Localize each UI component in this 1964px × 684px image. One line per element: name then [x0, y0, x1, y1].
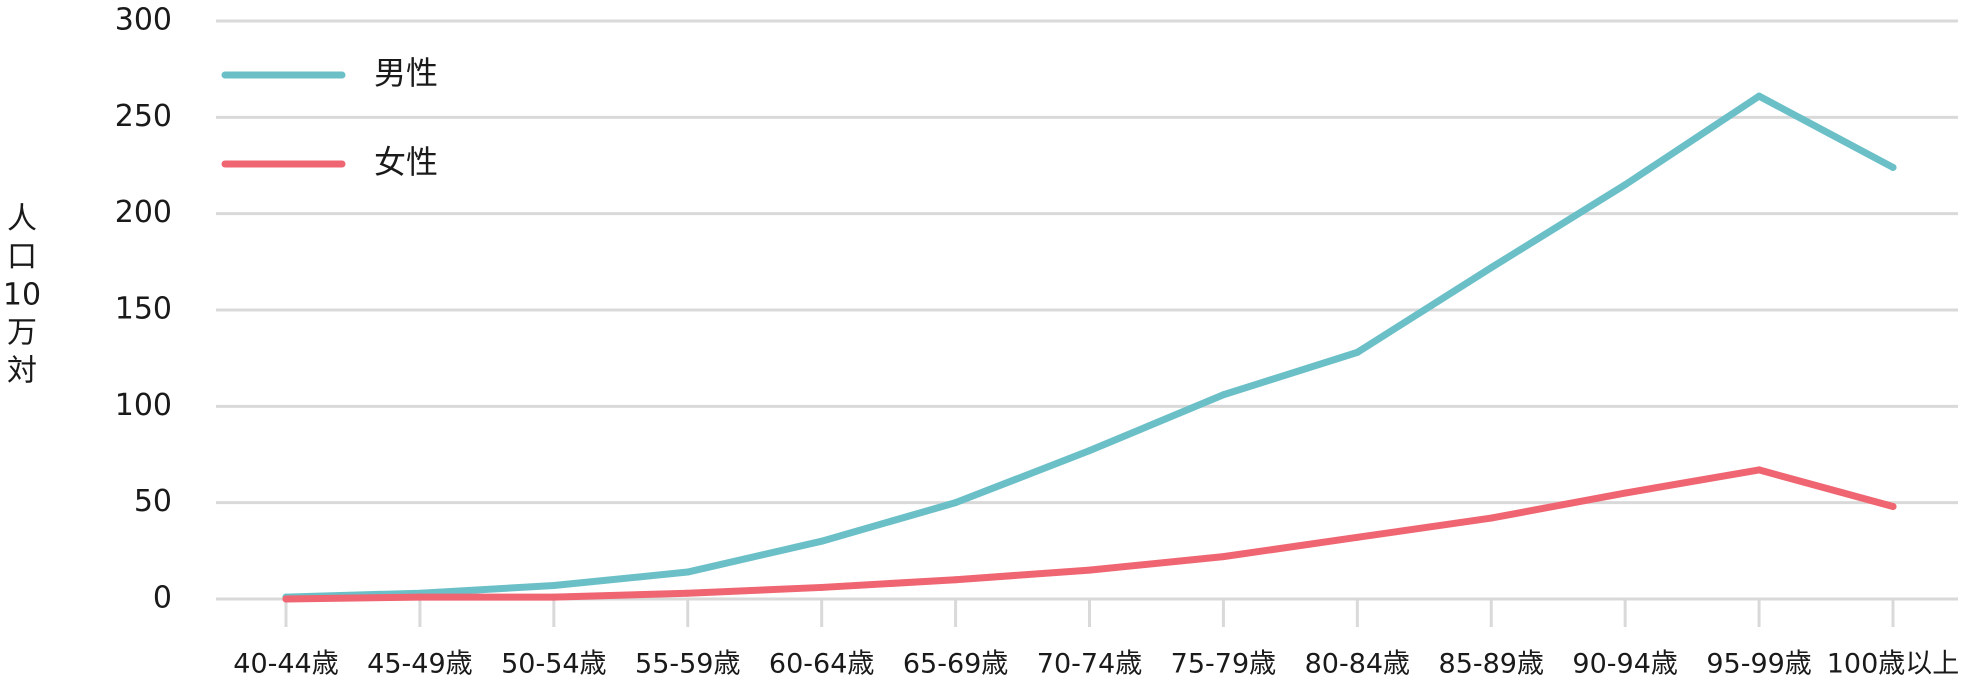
data-point — [1219, 391, 1227, 399]
series-line-male — [282, 92, 1897, 601]
x-tick-label: 80-84歳 — [1305, 649, 1410, 680]
data-point — [1086, 447, 1093, 455]
x-axis-ticks: 40-44歳 45-49歳 50-54歳 55-59歳 60-64歳 65-69歳 70-7… — [233, 599, 1959, 680]
data-point — [1086, 566, 1093, 574]
data-point — [1487, 264, 1495, 272]
data-point — [1889, 503, 1897, 511]
y-axis-ticks: 0 50 100 150 200 250 300 — [115, 3, 172, 616]
y-axis-label-char: 万 — [7, 316, 37, 351]
data-point — [684, 589, 692, 597]
x-tick-label: 45-49歳 — [367, 649, 472, 680]
y-tick-label: 200 — [115, 195, 172, 230]
data-point — [1353, 533, 1361, 541]
y-tick-label: 100 — [115, 388, 172, 423]
y-tick-label: 250 — [115, 99, 172, 134]
y-tick-label: 300 — [115, 3, 172, 38]
data-point — [1889, 163, 1897, 171]
data-point — [952, 576, 960, 584]
data-point — [1621, 181, 1629, 189]
x-tick-label: 70-74歳 — [1037, 649, 1142, 680]
y-tick-label: 50 — [134, 484, 172, 519]
legend-label: 男性 — [374, 54, 438, 92]
x-tick-label: 100歳以上 — [1827, 649, 1960, 680]
grid-layer — [216, 19, 1958, 601]
data-point — [550, 582, 558, 590]
data-point — [550, 593, 558, 601]
x-tick-label: 75-79歳 — [1171, 649, 1276, 680]
y-axis-label-char: 人 — [7, 202, 37, 237]
y-axis-label-char: 口 — [7, 240, 37, 275]
data-point — [952, 499, 960, 507]
data-point — [282, 595, 290, 603]
data-point — [1755, 92, 1763, 100]
data-point — [1755, 466, 1763, 474]
x-tick-label: 40-44歳 — [233, 649, 338, 680]
x-tick-label: 55-59歳 — [635, 649, 740, 680]
y-axis-label-char: 10 — [3, 278, 41, 313]
x-tick-label: 95-99歳 — [1706, 649, 1811, 680]
data-point — [1621, 489, 1629, 497]
x-tick-label: 50-54歳 — [501, 649, 606, 680]
data-point — [1487, 514, 1495, 522]
data-point — [818, 583, 826, 591]
x-tick-label: 90-94歳 — [1572, 649, 1677, 680]
x-tick-label: 85-89歳 — [1439, 649, 1544, 680]
data-point — [1219, 553, 1227, 561]
series-layer — [282, 92, 1897, 603]
data-point — [818, 537, 826, 545]
legend-label: 女性 — [374, 143, 438, 181]
y-axis-label-char: 対 — [7, 354, 37, 389]
series-line-female — [282, 466, 1897, 603]
x-tick-label: 60-64歳 — [769, 649, 874, 680]
y-tick-label: 150 — [115, 292, 172, 327]
x-tick-label: 65-69歳 — [903, 649, 1008, 680]
data-point — [684, 568, 692, 576]
data-point — [416, 593, 424, 601]
data-point — [1353, 348, 1361, 356]
y-tick-label: 0 — [153, 581, 172, 616]
